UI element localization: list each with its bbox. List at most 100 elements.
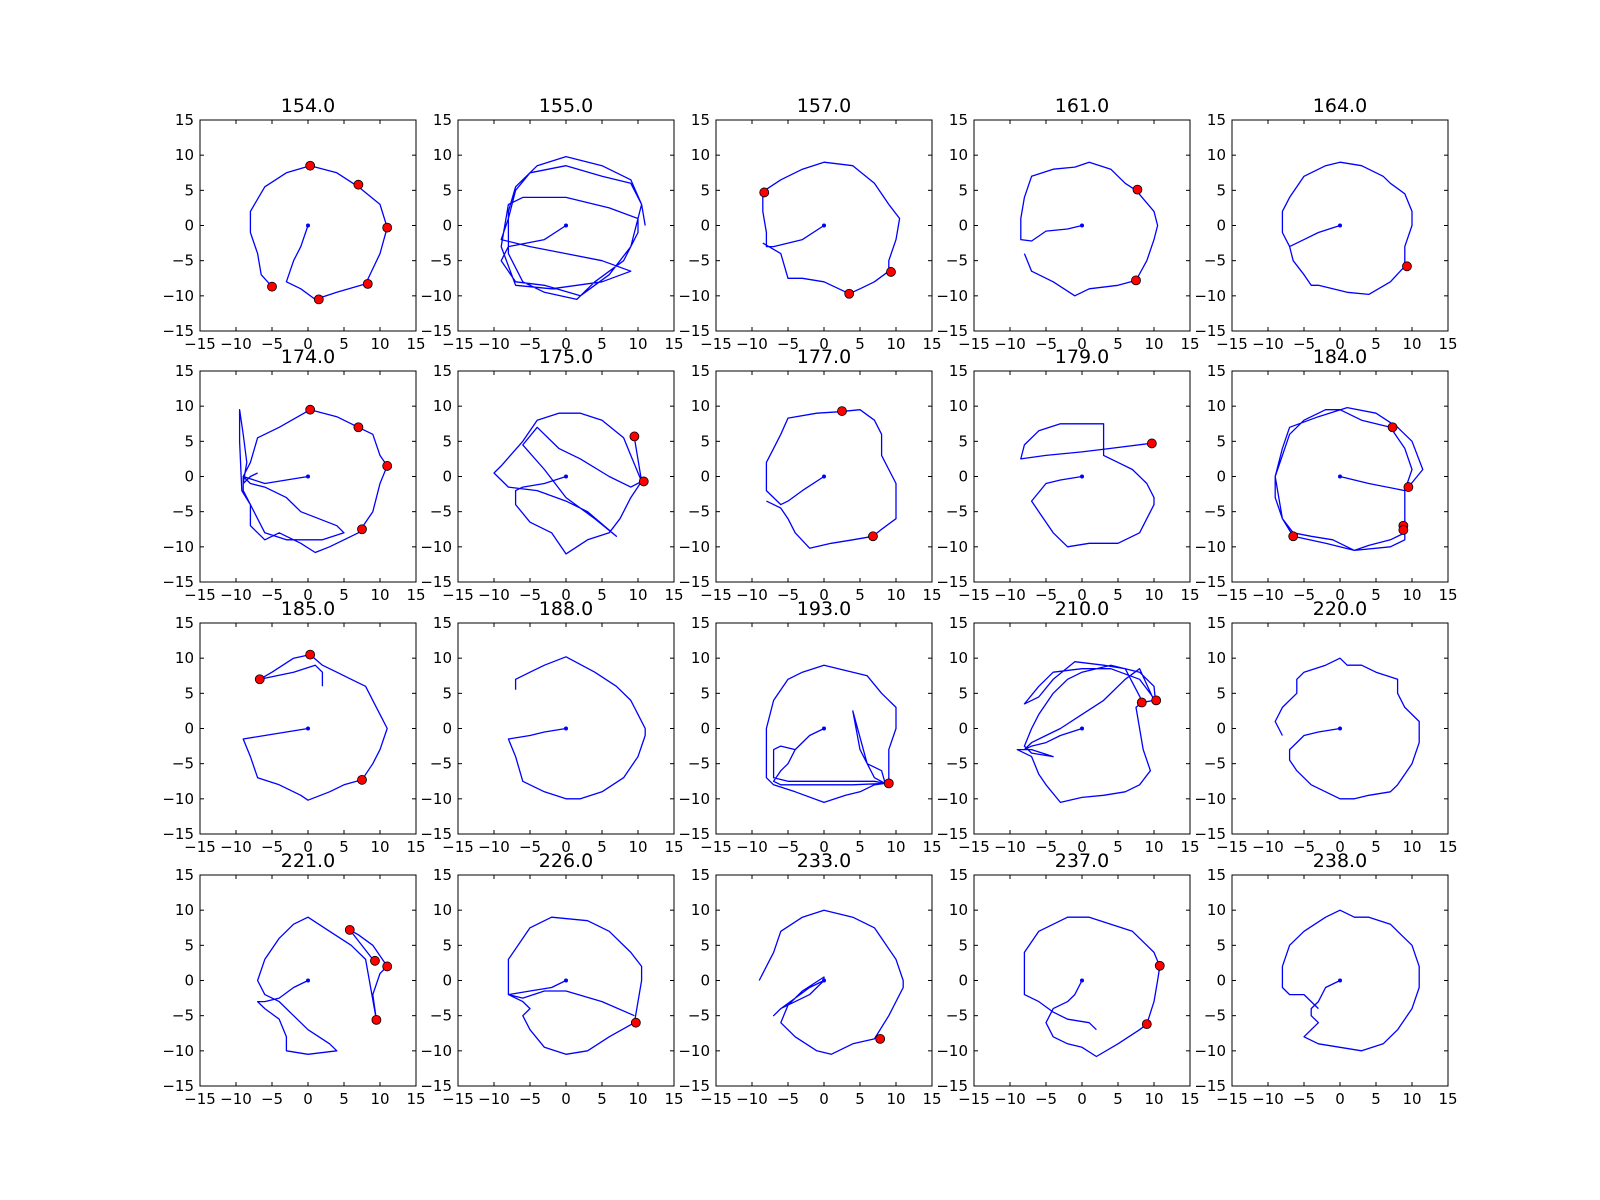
axes-frame: [1231, 370, 1449, 583]
y-tick-label: −5: [430, 1007, 452, 1025]
x-tick-label: 15: [664, 586, 683, 604]
y-tick-label: −10: [936, 790, 968, 808]
x-tick-label: −5: [519, 335, 541, 353]
y-tick-label: 0: [442, 972, 452, 990]
subplot-grid: 154.0−15 −10 −5 0 5 10 15151050−5−10−15155.0−1…: [162, 95, 1457, 1108]
x-tick-label: 0: [303, 1090, 313, 1108]
x-tick-label: 10: [370, 1090, 389, 1108]
x-tick-label: 5: [1371, 1090, 1381, 1108]
red-marker: [1288, 531, 1299, 542]
x-tick-label: 10: [1144, 838, 1163, 856]
y-tick-label: 0: [184, 972, 194, 990]
y-tick-label: −5: [430, 252, 452, 270]
start-point: [564, 223, 568, 228]
y-tick-label: −5: [430, 755, 452, 773]
x-tick-label: 10: [628, 838, 647, 856]
subplot-title: 238.0: [1313, 850, 1367, 872]
red-marker: [837, 406, 847, 416]
axes-frame: [199, 119, 417, 332]
y-tick-label: −15: [936, 1077, 968, 1095]
y-tick-label: −5: [946, 252, 968, 270]
y-tick-label: −15: [936, 322, 968, 340]
trajectory-line: [1023, 916, 1161, 1058]
trajectory-line: [242, 653, 388, 801]
subplot-title: 164.0: [1313, 95, 1367, 117]
x-tick-label: 5: [1371, 838, 1381, 856]
x-tick-label: 15: [922, 838, 941, 856]
y-tick-label: 10: [1207, 649, 1226, 667]
y-tick-label: 5: [184, 432, 194, 450]
y-tick-label: 0: [442, 720, 452, 738]
red-marker: [254, 674, 265, 685]
y-tick-label: 15: [175, 362, 194, 380]
x-tick-label: −10: [220, 1090, 252, 1108]
x-tick-label: −10: [736, 586, 768, 604]
start-point: [1080, 223, 1084, 228]
red-marker: [313, 294, 324, 305]
y-tick-label: −5: [946, 503, 968, 521]
subplot-title: 237.0: [1055, 850, 1109, 872]
x-tick-label: 5: [1113, 335, 1123, 353]
y-tick-label: −5: [946, 1007, 968, 1025]
y-tick-label: −15: [936, 825, 968, 843]
red-marker: [353, 179, 364, 190]
subplot-title: 157.0: [797, 95, 851, 117]
x-tick-label: 5: [597, 586, 607, 604]
x-tick-label: 0: [1077, 838, 1087, 856]
y-tick-label: 10: [949, 146, 968, 164]
x-tick-label: 0: [303, 586, 313, 604]
x-tick-label: −15: [700, 335, 732, 353]
axes-frame: [715, 874, 933, 1087]
x-tick-label: −15: [958, 1090, 990, 1108]
trajectory-line: [493, 412, 643, 555]
y-tick-label: 5: [700, 684, 710, 702]
y-tick-label: −5: [688, 755, 710, 773]
red-marker: [353, 422, 364, 433]
x-tick-label: −5: [1035, 1090, 1057, 1108]
red-marker: [305, 160, 316, 171]
y-tick-label: 15: [433, 866, 452, 884]
y-tick-label: 10: [691, 901, 710, 919]
red-marker: [1402, 261, 1412, 272]
y-tick-label: 5: [958, 181, 968, 199]
x-tick-label: 5: [855, 1090, 865, 1108]
start-point: [1338, 978, 1342, 983]
red-marker: [1403, 482, 1414, 492]
trajectory-line: [762, 161, 901, 295]
y-tick-label: 15: [175, 866, 194, 884]
x-tick-label: −5: [777, 335, 799, 353]
x-tick-label: −15: [700, 1090, 732, 1108]
x-tick-label: 10: [370, 586, 389, 604]
subplot-title: 221.0: [281, 850, 335, 872]
y-tick-label: −10: [1194, 1042, 1226, 1060]
x-tick-label: −5: [261, 586, 283, 604]
x-tick-label: 15: [1180, 1090, 1199, 1108]
y-tick-label: 0: [700, 468, 710, 486]
x-tick-label: 10: [370, 335, 389, 353]
trajectory-line: [765, 664, 897, 804]
red-marker: [630, 1017, 641, 1028]
x-tick-label: −10: [994, 335, 1026, 353]
x-tick-label: −5: [519, 838, 541, 856]
axes-frame: [1231, 874, 1449, 1087]
y-tick-label: 15: [691, 866, 710, 884]
x-tick-label: 15: [922, 586, 941, 604]
x-tick-label: 5: [597, 1090, 607, 1108]
y-tick-label: −5: [688, 503, 710, 521]
y-tick-label: −15: [936, 573, 968, 591]
x-tick-label: −10: [1252, 335, 1284, 353]
y-tick-label: 0: [958, 468, 968, 486]
x-tick-label: 15: [406, 838, 425, 856]
start-point: [1080, 474, 1084, 479]
red-marker: [868, 531, 878, 542]
x-tick-label: 0: [1335, 586, 1345, 604]
x-tick-label: 0: [561, 1090, 571, 1108]
start-point: [564, 978, 568, 983]
y-tick-label: 15: [433, 614, 452, 632]
x-tick-label: 0: [1335, 838, 1345, 856]
y-tick-label: −15: [162, 322, 194, 340]
x-tick-label: 10: [1144, 1090, 1163, 1108]
x-tick-label: 5: [855, 838, 865, 856]
